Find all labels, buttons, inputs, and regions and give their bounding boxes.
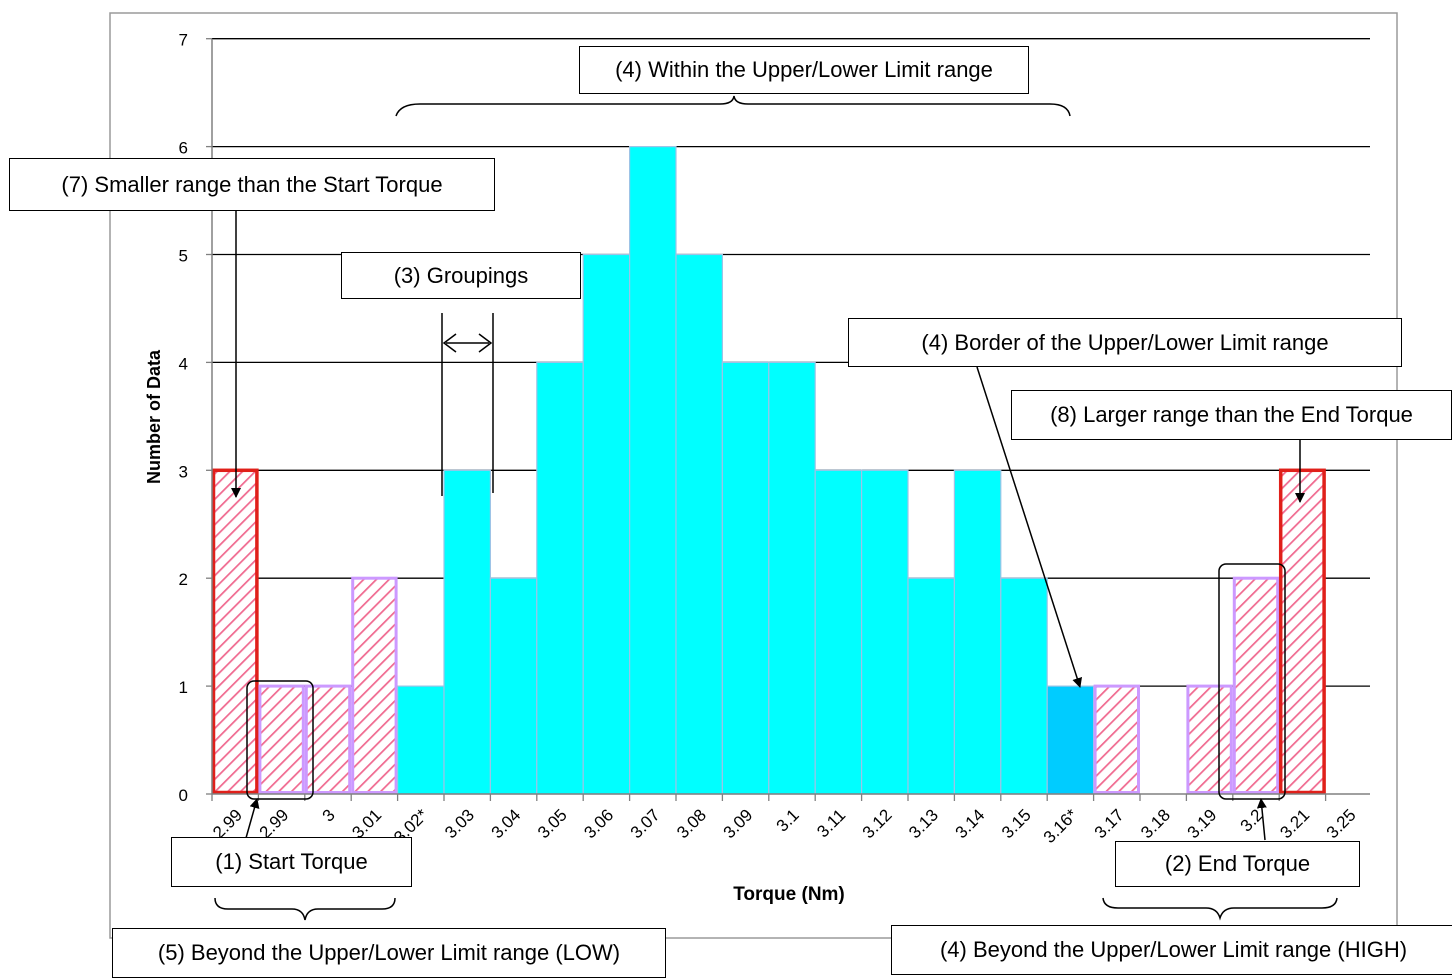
high-brace bbox=[1102, 897, 1338, 921]
larger-range-callout: (8) Larger range than the End Torque bbox=[1011, 390, 1452, 440]
y-axis-label: Number of Data bbox=[144, 349, 164, 484]
y-tick-label: 5 bbox=[179, 247, 188, 266]
bar-9 bbox=[628, 146, 677, 795]
y-tick-label: 4 bbox=[179, 354, 188, 373]
grouping-arrow-left-head bbox=[442, 333, 457, 353]
bar-10 bbox=[675, 253, 724, 795]
border-range-callout: (4) Border of the Upper/Lower Limit rang… bbox=[848, 318, 1402, 367]
bar-19 bbox=[1093, 684, 1140, 794]
bar-4 bbox=[397, 685, 445, 795]
bar-22 bbox=[1232, 576, 1280, 795]
bar-0 bbox=[211, 468, 259, 795]
bar-13 bbox=[814, 469, 863, 795]
bar-12 bbox=[768, 361, 816, 795]
y-axis-ticks: 0 1 2 3 4 5 6 7 bbox=[179, 31, 212, 805]
groupings-callout: (3) Groupings bbox=[341, 252, 581, 299]
smaller-range-callout: (7) Smaller range than the Start Torque bbox=[9, 158, 495, 211]
bar-17 bbox=[1000, 577, 1048, 795]
y-tick-label: 1 bbox=[179, 678, 188, 697]
within-range-callout: (4) Within the Upper/Lower Limit range bbox=[579, 46, 1029, 94]
end-torque-highlight bbox=[1218, 563, 1286, 800]
border-range-arrow bbox=[976, 366, 1083, 688]
bar-1 bbox=[258, 684, 305, 794]
y-tick-label: 7 bbox=[179, 31, 188, 50]
beyond-low-callout: (5) Beyond the Upper/Lower Limit range (… bbox=[112, 928, 666, 978]
beyond-high-callout: (4) Beyond the Upper/Lower Limit range (… bbox=[891, 925, 1452, 975]
end-torque-callout: (2) End Torque bbox=[1115, 841, 1360, 887]
bars bbox=[211, 146, 1326, 795]
bar-23 bbox=[1278, 468, 1326, 795]
start-torque-highlight bbox=[246, 680, 314, 800]
y-tick-label: 0 bbox=[179, 786, 188, 805]
bar-11 bbox=[721, 361, 770, 795]
end-torque-arrow bbox=[1256, 798, 1267, 841]
bar-16 bbox=[953, 469, 1002, 795]
grouping-arrow-right-head bbox=[478, 333, 493, 353]
within-brace bbox=[395, 95, 1071, 117]
x-axis-label: Torque (Nm) bbox=[733, 884, 845, 905]
bar-3 bbox=[351, 576, 398, 795]
bar-8 bbox=[582, 253, 631, 795]
bar-21 bbox=[1186, 684, 1233, 794]
start-torque-arrow bbox=[245, 798, 260, 839]
annotation-lines bbox=[214, 95, 1338, 921]
y-tick-label: 6 bbox=[179, 139, 188, 158]
bar-5 bbox=[443, 469, 492, 795]
bar-14 bbox=[860, 469, 909, 795]
y-tick-label: 3 bbox=[179, 462, 188, 481]
bar-7 bbox=[536, 361, 584, 795]
bar-15 bbox=[907, 577, 956, 795]
bar-18 bbox=[1046, 685, 1095, 795]
start-torque-callout: (1) Start Torque bbox=[171, 837, 412, 887]
y-tick-label: 2 bbox=[179, 570, 188, 589]
low-brace bbox=[214, 897, 396, 921]
bar-6 bbox=[489, 577, 538, 795]
